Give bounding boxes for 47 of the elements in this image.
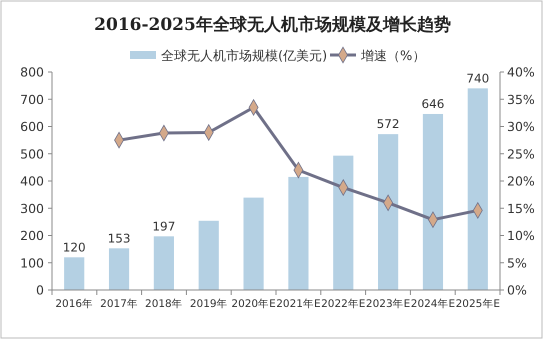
y2-tick-label: 0% bbox=[507, 282, 527, 298]
y-tick-label: 100 bbox=[20, 255, 44, 270]
x-tick-label: 2023年E bbox=[366, 298, 410, 310]
x-tick-label: 2017年 bbox=[100, 298, 138, 310]
y-tick-label: 800 bbox=[20, 64, 44, 80]
x-tick-label: 2018年 bbox=[145, 298, 183, 310]
x-tick-label: 2022年E bbox=[321, 298, 366, 310]
y-tick-label: 700 bbox=[20, 92, 44, 107]
y2-tick-label: 40% bbox=[507, 64, 535, 80]
data-label: 197 bbox=[152, 219, 176, 234]
y2-tick-label: 35% bbox=[507, 92, 535, 107]
bar bbox=[108, 248, 130, 290]
bar bbox=[288, 176, 309, 290]
y2-tick-label: 30% bbox=[507, 119, 535, 134]
x-tick-label: 2025年E bbox=[456, 298, 500, 310]
x-tick-label: 2024年E bbox=[410, 298, 456, 310]
data-label: 120 bbox=[62, 240, 86, 254]
bar bbox=[422, 114, 444, 290]
bar bbox=[333, 156, 354, 290]
x-tick-label: 2021年E bbox=[276, 298, 321, 310]
bar bbox=[468, 88, 488, 290]
data-label: 646 bbox=[422, 96, 444, 111]
data-label: 740 bbox=[466, 71, 490, 86]
y2-tick-label: 5% bbox=[507, 255, 527, 270]
bar bbox=[64, 257, 84, 290]
x-tick-label: 2020年E bbox=[231, 298, 276, 310]
y-tick-label: 0 bbox=[36, 282, 44, 298]
chart-title: 2016-2025年全球无人机市场规模及增长趋势 bbox=[94, 15, 451, 35]
bar bbox=[243, 198, 264, 290]
legend-label: 全球无人机市场规模(亿美元) bbox=[161, 48, 328, 64]
y2-tick-label: 20% bbox=[507, 174, 535, 188]
y-tick-label: 300 bbox=[20, 200, 44, 216]
y2-tick-label: 10% bbox=[507, 228, 535, 243]
x-tick-label: 2019年 bbox=[190, 298, 228, 310]
y-tick-label: 500 bbox=[20, 146, 44, 162]
legend-label: 增速（%） bbox=[360, 49, 426, 64]
y-tick-label: 200 bbox=[20, 228, 44, 243]
y-tick-label: 400 bbox=[20, 174, 44, 188]
x-tick-label: 2016年 bbox=[55, 298, 94, 310]
y2-tick-label: 25% bbox=[507, 146, 535, 162]
bar bbox=[378, 134, 398, 290]
bar bbox=[154, 236, 174, 290]
y-tick-label: 600 bbox=[20, 119, 44, 134]
y2-tick-label: 15% bbox=[507, 200, 535, 216]
data-label: 153 bbox=[108, 231, 130, 246]
bar bbox=[198, 220, 219, 290]
data-label: 572 bbox=[376, 117, 400, 132]
